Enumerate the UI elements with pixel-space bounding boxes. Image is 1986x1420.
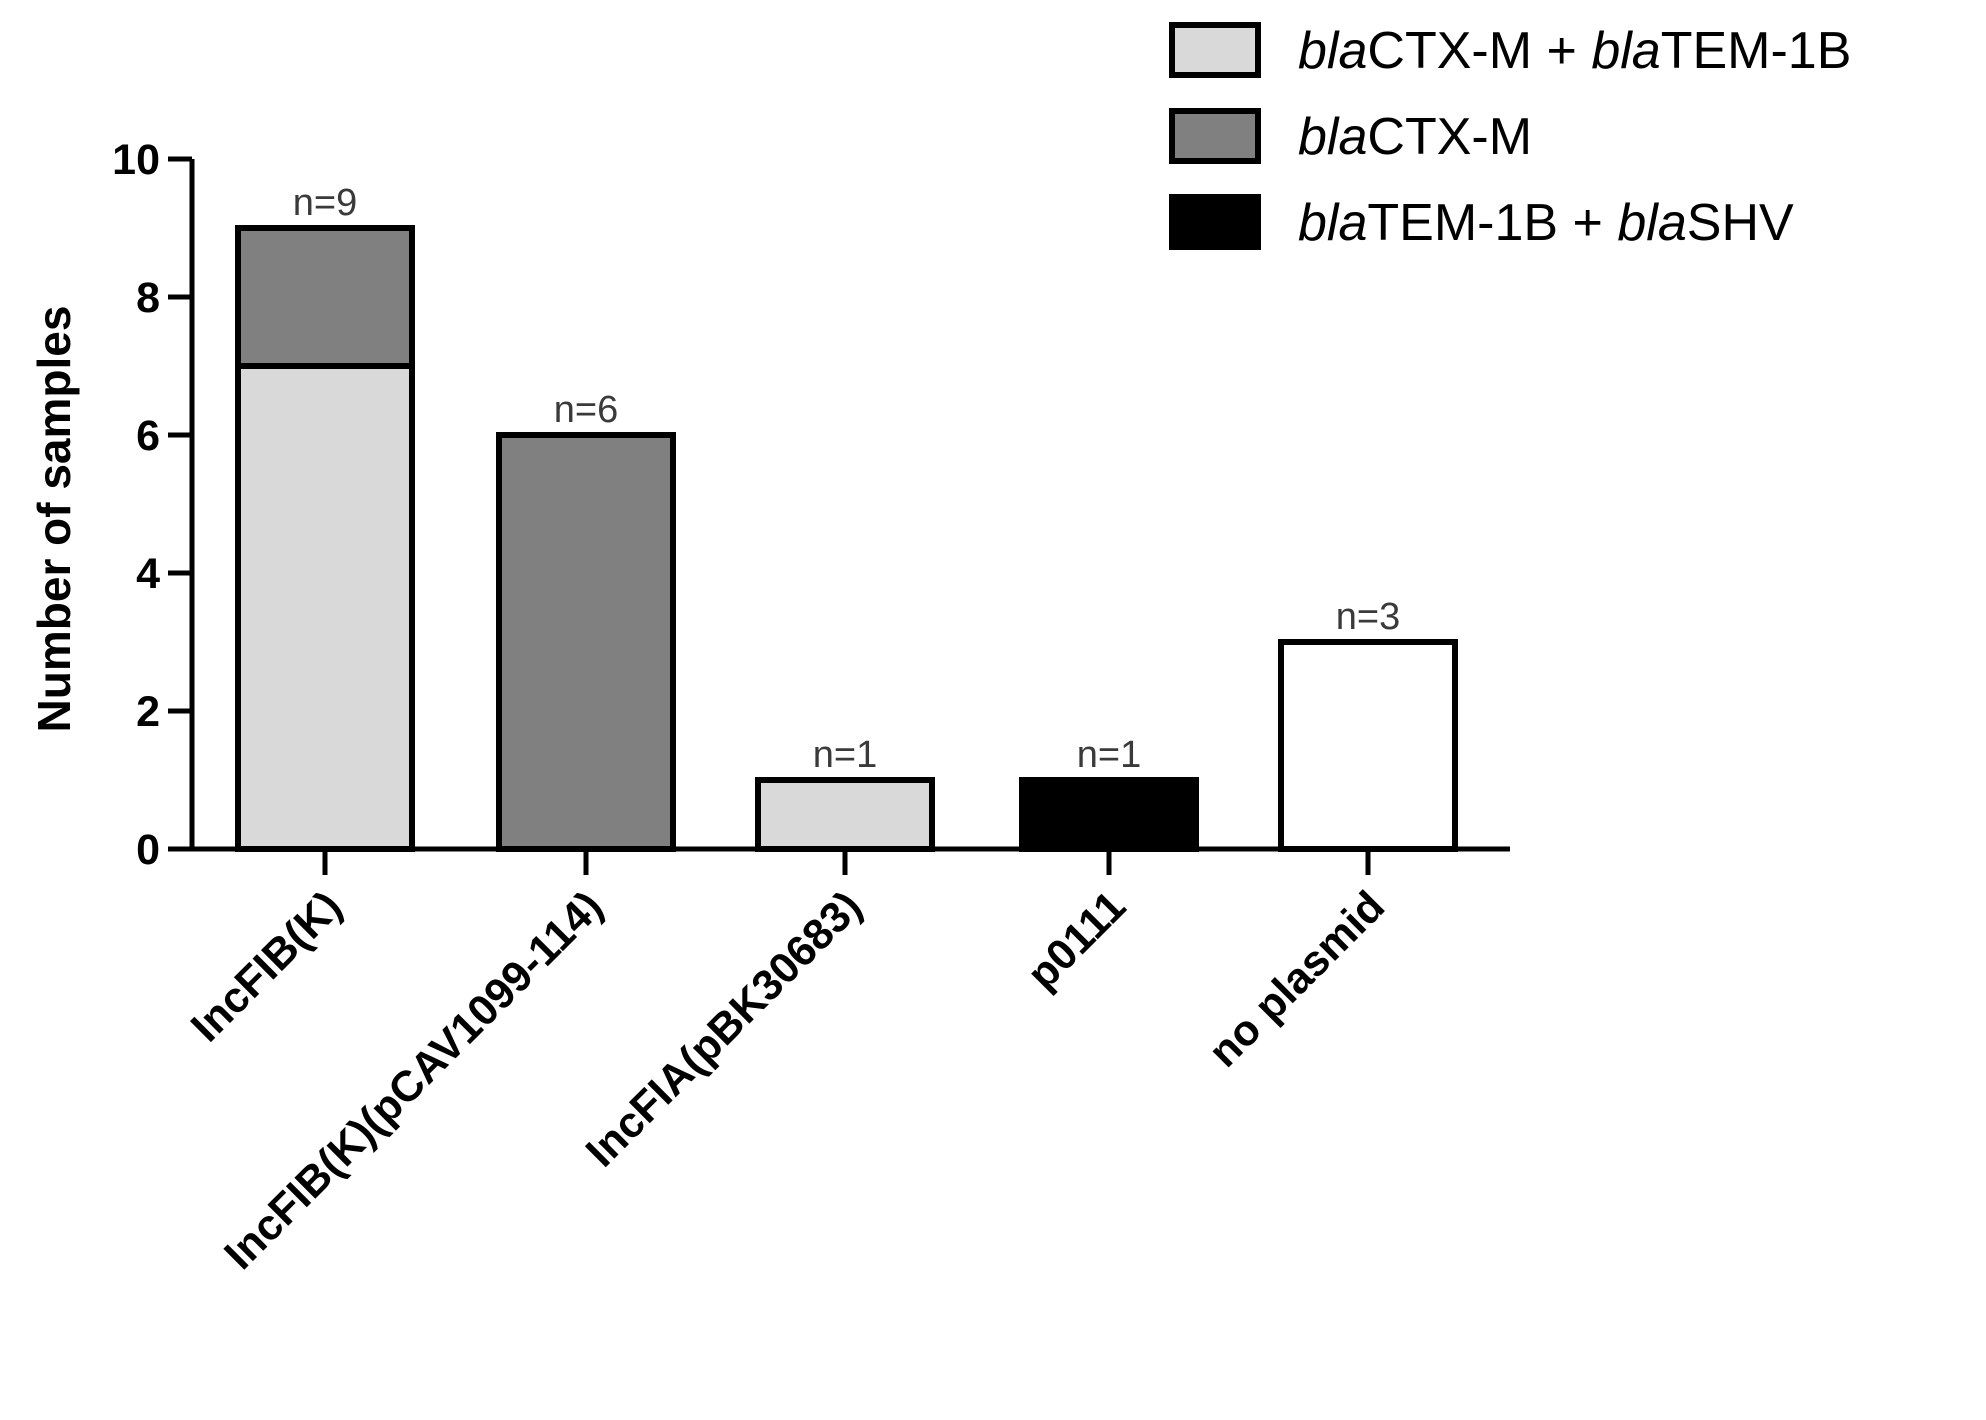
x-category-label: IncFIA(pBK30683) xyxy=(577,882,871,1176)
y-axis-title: Number of samples xyxy=(28,306,80,733)
bar-count-label: n=9 xyxy=(293,182,357,224)
legend-label-part: TEM-1B xyxy=(1661,22,1852,80)
bar-count-label: n=3 xyxy=(1336,596,1400,638)
bar-segment xyxy=(755,777,935,852)
y-tick-label: 8 xyxy=(136,274,160,322)
legend-label-part: bla xyxy=(1298,194,1367,252)
bar-segment xyxy=(1019,777,1199,852)
x-category-label: no plasmid xyxy=(1200,882,1394,1076)
y-tick-label: 10 xyxy=(112,136,160,184)
legend-swatch xyxy=(1169,194,1261,250)
bar-segment xyxy=(235,225,415,369)
bar-segment xyxy=(1278,639,1458,852)
y-tick-label: 4 xyxy=(136,550,160,598)
bar-segment xyxy=(235,363,415,852)
legend-label-part: bla xyxy=(1298,22,1367,80)
legend-label-part: TEM-1B + xyxy=(1367,194,1617,252)
legend-swatch xyxy=(1169,22,1261,78)
bar-segment xyxy=(496,432,676,852)
legend-label: blaCTX-M xyxy=(1298,108,1532,166)
legend-swatch xyxy=(1169,108,1261,164)
legend-label-part: bla xyxy=(1591,22,1660,80)
legend-label-part: SHV xyxy=(1687,194,1794,252)
legend-label-part: CTX-M xyxy=(1367,108,1532,166)
y-tick-label: 0 xyxy=(136,826,160,874)
bar-count-label: n=1 xyxy=(813,734,877,776)
x-category-label: IncFIB(K) xyxy=(182,882,351,1051)
legend-label: blaCTX-M + blaTEM-1B xyxy=(1298,22,1851,80)
bar-count-label: n=6 xyxy=(554,389,618,431)
y-tick-label: 2 xyxy=(136,688,160,736)
y-tick-label: 6 xyxy=(136,412,160,460)
legend-label-part: bla xyxy=(1617,194,1686,252)
legend-label: blaTEM-1B + blaSHV xyxy=(1298,194,1794,252)
legend-label-part: CTX-M + xyxy=(1367,22,1591,80)
legend-label-part: bla xyxy=(1298,108,1367,166)
bar-count-label: n=1 xyxy=(1077,734,1141,776)
x-category-label: p0111 xyxy=(1018,882,1135,999)
